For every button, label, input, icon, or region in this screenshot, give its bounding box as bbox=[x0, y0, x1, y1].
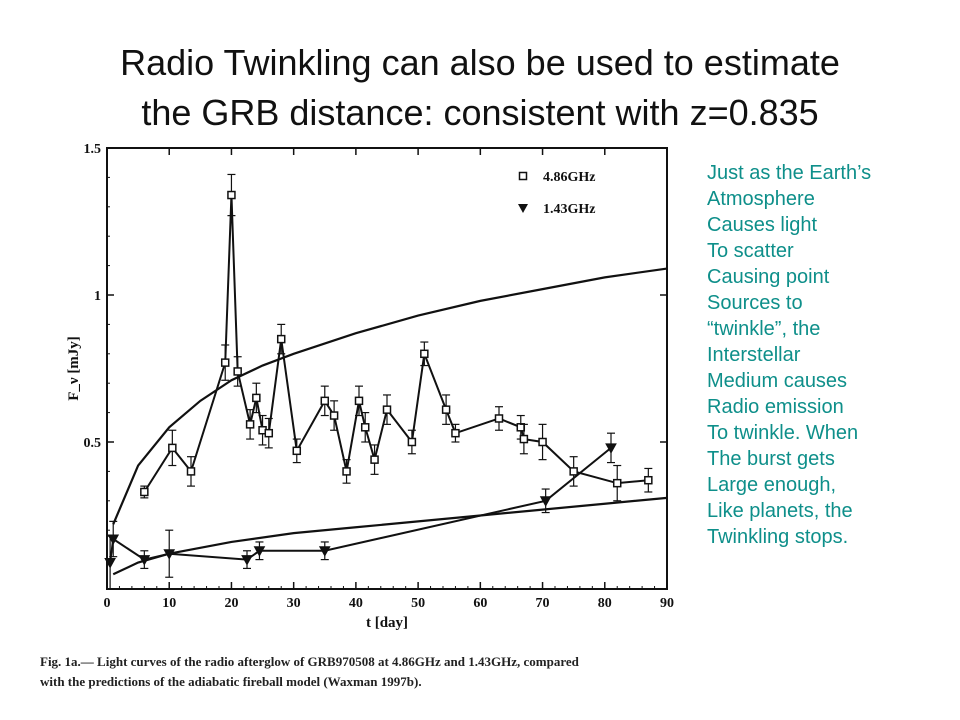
legend-marker-square bbox=[518, 171, 528, 181]
data-point-4-86ghz bbox=[382, 405, 392, 414]
data-point-4-86ghz bbox=[644, 475, 653, 485]
explanation-line: Just as the Earth’s bbox=[707, 162, 872, 184]
explanation-line: Causing point bbox=[707, 266, 830, 288]
y-tick-label: 1 bbox=[94, 289, 101, 304]
data-point-4-86ghz bbox=[420, 349, 429, 359]
slide-title-line-1: Radio Twinkling can also be used to esti… bbox=[120, 42, 840, 83]
explanation-line: Atmosphere bbox=[707, 188, 815, 210]
explanation-line: To twinkle. When bbox=[707, 422, 859, 444]
explanation-line: Medium causes bbox=[707, 370, 848, 392]
data-point-1-43ghz bbox=[241, 555, 253, 566]
x-tick-label: 30 bbox=[287, 596, 301, 611]
data-point-4-86ghz bbox=[494, 414, 504, 423]
data-point-4-86ghz bbox=[569, 467, 578, 476]
axis-labels: t [day] F_ν [mJy] bbox=[66, 336, 408, 631]
x-tick-label: 50 bbox=[411, 596, 425, 611]
x-axis-label: t [day] bbox=[366, 615, 408, 631]
data-point-4-86ghz bbox=[354, 396, 364, 406]
data-point-4-86ghz bbox=[407, 437, 417, 447]
data-point-4-86ghz bbox=[252, 393, 261, 403]
chart-legend: 4.86GHz 1.43GHz bbox=[518, 170, 596, 217]
figure-caption: Fig. 1a.— Light curves of the radio afte… bbox=[40, 652, 720, 692]
legend-label: 4.86GHz bbox=[543, 170, 596, 185]
x-tick-label: 20 bbox=[224, 596, 238, 611]
explanation-line: The burst gets bbox=[707, 448, 835, 470]
slide-title-line-2: the GRB distance: consistent with z=0.83… bbox=[141, 92, 819, 133]
x-tick-label: 40 bbox=[349, 596, 363, 611]
data-point-4-86ghz bbox=[276, 334, 286, 344]
data-point-4-86ghz bbox=[233, 367, 242, 376]
plot-border bbox=[106, 147, 668, 590]
y-axis-label: F_ν [mJy] bbox=[66, 336, 82, 401]
data-point-1-43ghz bbox=[138, 555, 151, 566]
light-curve-figure: 0 10 20 30 40 50 60 70 80 90 0.5 1 1.5 4.86GHz 1.43GH… bbox=[60, 138, 710, 698]
legend-marker-triangle bbox=[518, 204, 528, 213]
explanation-line: Causes light bbox=[707, 214, 818, 236]
data-point-4-86ghz bbox=[451, 428, 460, 438]
data-point-4-86ghz bbox=[227, 190, 236, 200]
data-point-4-86ghz bbox=[342, 467, 351, 476]
explanation-line: Twinkling stops. bbox=[707, 526, 849, 548]
data-series bbox=[104, 173, 653, 590]
x-tick-label: 90 bbox=[660, 596, 674, 611]
axis-ticks: 0 10 20 30 40 50 60 70 80 90 0.5 1 1.5 bbox=[84, 142, 675, 611]
data-point-4-86ghz bbox=[168, 443, 177, 453]
data-point-1-43ghz bbox=[253, 546, 266, 557]
caption-line-1: Fig. 1a.— Light curves of the radio afte… bbox=[40, 654, 579, 669]
x-tick-label: 60 bbox=[473, 596, 487, 611]
light-curve-chart: 0 10 20 30 40 50 60 70 80 90 0.5 1 1.5 4.86GHz 1.43GH… bbox=[66, 142, 675, 631]
data-point-4-86ghz bbox=[519, 434, 529, 444]
data-point-1-43ghz bbox=[539, 496, 552, 507]
data-point-4-86ghz bbox=[370, 455, 379, 464]
data-point-4-86ghz bbox=[220, 358, 230, 367]
explanation-line: Sources to bbox=[707, 292, 803, 314]
data-point-4-86ghz bbox=[612, 478, 622, 488]
model-curve bbox=[112, 267, 668, 525]
data-point-4-86ghz bbox=[264, 428, 274, 438]
x-tick-label: 0 bbox=[104, 596, 111, 611]
data-point-4-86ghz bbox=[538, 437, 547, 447]
data-point-4-86ghz bbox=[140, 487, 149, 497]
model-curves bbox=[112, 267, 668, 576]
x-tick-label: 70 bbox=[536, 596, 550, 611]
data-point-4-86ghz bbox=[292, 446, 302, 456]
data-point-1-43ghz bbox=[104, 558, 116, 569]
slide-title: Radio Twinkling can also be used to esti… bbox=[0, 38, 960, 138]
data-point-1-43ghz bbox=[163, 549, 176, 560]
series-line bbox=[143, 195, 649, 493]
data-point-1-43ghz bbox=[318, 546, 331, 557]
explanation-line: “twinkle”, the bbox=[707, 318, 821, 340]
y-tick-label: 1.5 bbox=[84, 142, 102, 157]
explanation-line: Large enough, bbox=[707, 474, 837, 496]
data-point-4-86ghz bbox=[245, 420, 255, 429]
x-tick-label: 10 bbox=[162, 596, 176, 611]
explanation-line: Like planets, the bbox=[707, 500, 853, 522]
plot-frame bbox=[106, 147, 668, 590]
explanation-line: Interstellar bbox=[707, 344, 801, 366]
caption-line-2: with the predictions of the adiabatic fi… bbox=[40, 674, 422, 689]
explanation-text: Just as the Earth’s Atmosphere Causes ligh… bbox=[707, 160, 957, 550]
data-point-4-86ghz bbox=[329, 411, 339, 420]
explanation-line: To scatter bbox=[707, 240, 794, 262]
data-point-4-86ghz bbox=[186, 467, 196, 476]
data-point-1-43ghz bbox=[107, 534, 120, 546]
y-tick-label: 0.5 bbox=[84, 436, 102, 451]
data-point-4-86ghz bbox=[360, 423, 370, 432]
data-point-1-43ghz bbox=[605, 443, 617, 454]
explanation-line: Radio emission bbox=[707, 396, 844, 418]
data-point-4-86ghz bbox=[441, 405, 451, 414]
legend-label: 1.43GHz bbox=[543, 202, 596, 217]
data-point-4-86ghz bbox=[320, 396, 330, 406]
x-tick-label: 80 bbox=[598, 596, 612, 611]
